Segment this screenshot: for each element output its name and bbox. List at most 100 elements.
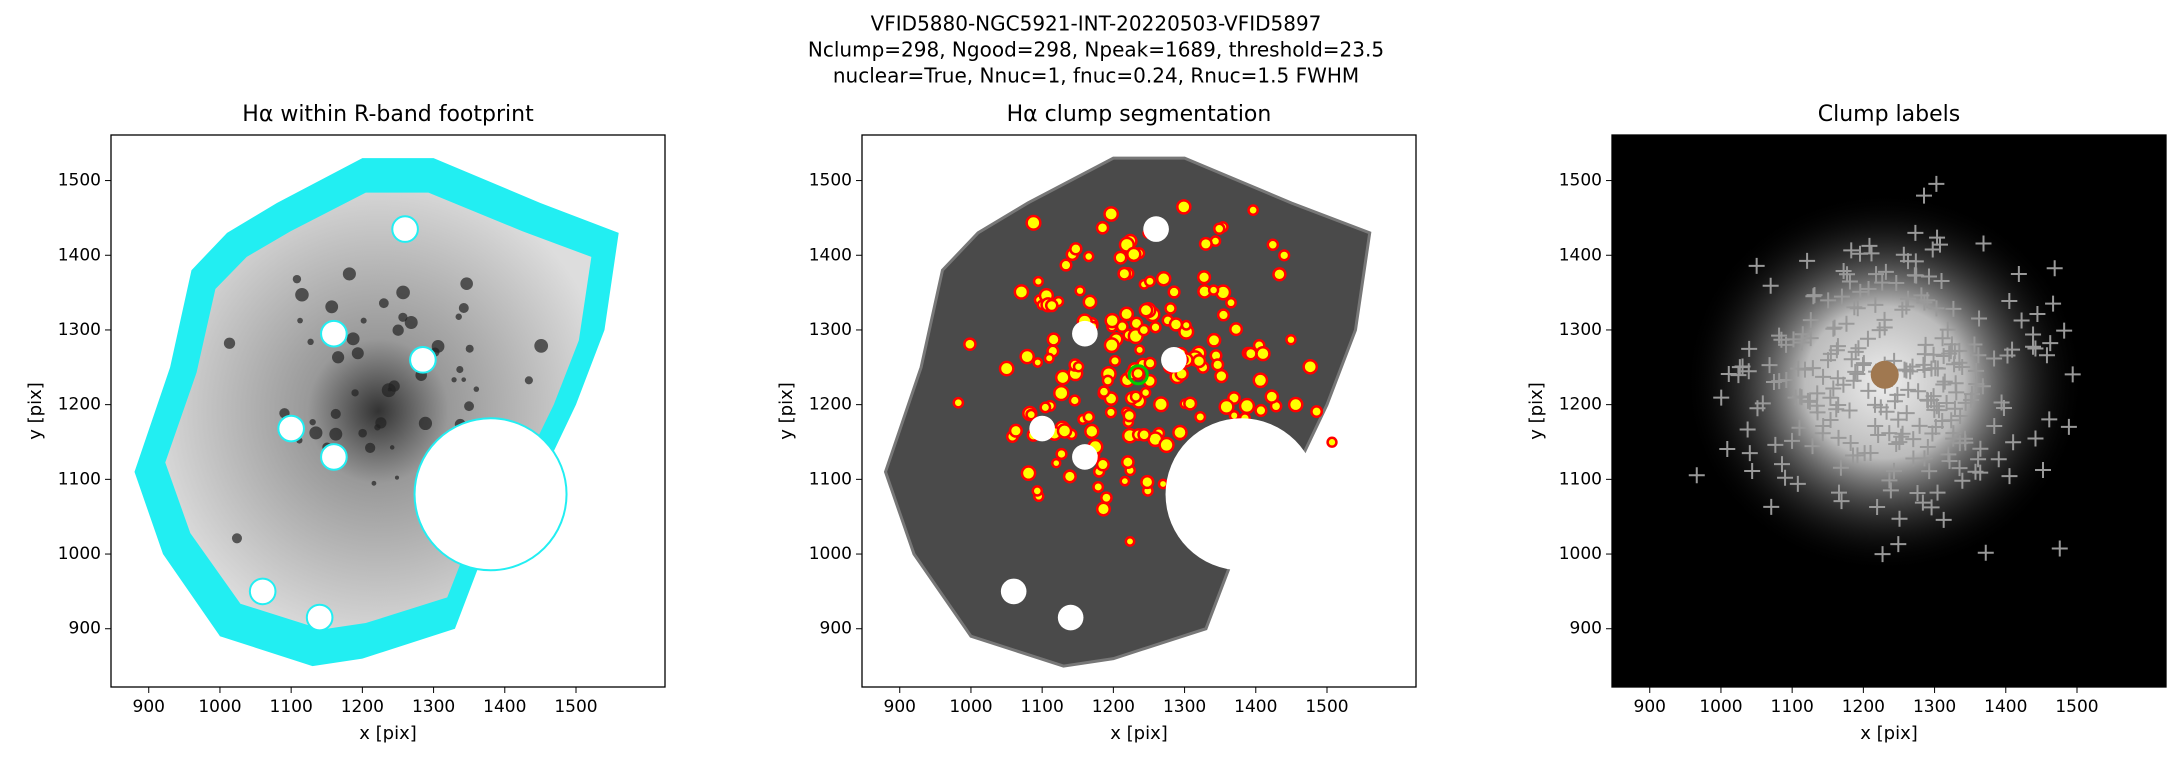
knot: [307, 338, 314, 346]
clump: [952, 396, 965, 409]
x-tick-label: 1100: [1771, 697, 1814, 717]
clump: [1025, 408, 1038, 421]
clump: [1046, 332, 1061, 347]
clump-marker: [1925, 346, 1942, 363]
knot: [461, 377, 467, 382]
clump-marker: [1828, 342, 1845, 359]
y-tick-label: 1100: [58, 469, 101, 489]
axes-title: Hα within R-band footprint: [242, 102, 534, 127]
clump-marker: [1825, 320, 1842, 337]
clump: [1176, 199, 1192, 215]
clump: [1143, 275, 1156, 288]
clump: [1025, 214, 1042, 231]
clump-marker: [1790, 360, 1807, 377]
mask-hole: [1143, 216, 1169, 242]
clump-marker: [1856, 445, 1873, 462]
knot: [394, 475, 400, 480]
clump-marker: [1890, 411, 1907, 428]
clump-marker: [1941, 452, 1958, 469]
x-tick-label: 1400: [1984, 697, 2027, 717]
clump-marker: [2056, 322, 2073, 339]
knot: [398, 312, 408, 322]
clump-marker: [1881, 472, 1898, 489]
y-tick-label: 1000: [809, 544, 852, 564]
knot: [351, 389, 359, 397]
clump-marker: [1849, 300, 1866, 317]
clump-marker: [1804, 438, 1821, 455]
x-tick-label: 1200: [1092, 697, 1135, 717]
axes-title: Hα clump segmentation: [1007, 102, 1272, 127]
clump-marker: [1771, 327, 1788, 344]
x-tick-label: 1200: [341, 697, 384, 717]
clump: [1278, 249, 1291, 262]
clump: [1095, 457, 1110, 472]
clump: [1062, 469, 1077, 484]
clump: [1122, 408, 1137, 423]
clump: [1119, 475, 1131, 487]
clump-marker: [1832, 459, 1849, 476]
clump-marker: [1911, 417, 1928, 434]
clump-marker: [1842, 435, 1859, 452]
clump-marker: [1942, 343, 1959, 360]
clump: [1302, 358, 1319, 375]
clump-marker: [2001, 468, 2018, 485]
clump-marker: [1874, 546, 1891, 563]
clump: [1068, 394, 1081, 407]
knot: [378, 298, 389, 309]
clump-marker: [1859, 330, 1876, 347]
knot: [309, 426, 323, 440]
clump: [1255, 345, 1271, 362]
nucleus: [1127, 364, 1149, 386]
clump-marker: [1688, 467, 1705, 484]
clump-marker: [1719, 440, 1736, 457]
clump-marker: [2051, 540, 2068, 557]
clump-marker: [1993, 394, 2010, 411]
x-tick-label: 1500: [1305, 697, 1348, 717]
clump: [1074, 285, 1086, 297]
clump-marker: [1928, 398, 1945, 415]
clump: [1206, 332, 1222, 348]
clump-marker: [1845, 372, 1862, 389]
clump-marker: [1802, 330, 1819, 347]
figure-title: nuclear=True, Nnuc=1, fnuc=0.24, Rnuc=1.…: [833, 64, 1359, 88]
clump-marker: [1869, 498, 1886, 515]
clump: [1183, 396, 1198, 411]
clump-marker: [1943, 412, 1960, 429]
clump: [1285, 333, 1297, 346]
knot: [360, 317, 367, 324]
clump: [1266, 238, 1280, 251]
clump-marker: [1787, 389, 1804, 406]
clump-marker: [1954, 472, 1971, 489]
clump: [1180, 319, 1192, 331]
clump: [1247, 204, 1259, 216]
y-tick-label: 900: [1570, 619, 1602, 639]
clump-marker: [1713, 389, 1730, 406]
clump: [1229, 322, 1244, 337]
clump-marker: [1939, 321, 1956, 338]
clump-marker: [1893, 428, 1910, 445]
clump-marker: [1986, 350, 2003, 367]
mask-hole: [277, 414, 305, 443]
clump: [1069, 242, 1083, 256]
clump: [1097, 385, 1111, 398]
clump: [1101, 374, 1114, 387]
x-axis-label: x [pix]: [1860, 723, 1918, 744]
clump: [1196, 270, 1212, 285]
clump: [963, 337, 977, 351]
x-tick-label: 900: [1634, 697, 1666, 717]
clump-marker: [1799, 392, 1816, 409]
clump: [1039, 401, 1052, 414]
clump: [1103, 206, 1120, 222]
mask-hole: [1000, 578, 1027, 605]
clump: [1287, 396, 1304, 413]
knot: [325, 300, 339, 314]
clump: [998, 360, 1015, 377]
clump: [1140, 474, 1155, 490]
knot: [460, 277, 473, 290]
x-tick-label: 1400: [1234, 697, 1277, 717]
clump-marker: [1778, 371, 1795, 388]
clump: [1155, 271, 1172, 287]
clump: [1264, 389, 1280, 404]
clump-marker: [1927, 360, 1944, 377]
clump: [1113, 250, 1128, 265]
